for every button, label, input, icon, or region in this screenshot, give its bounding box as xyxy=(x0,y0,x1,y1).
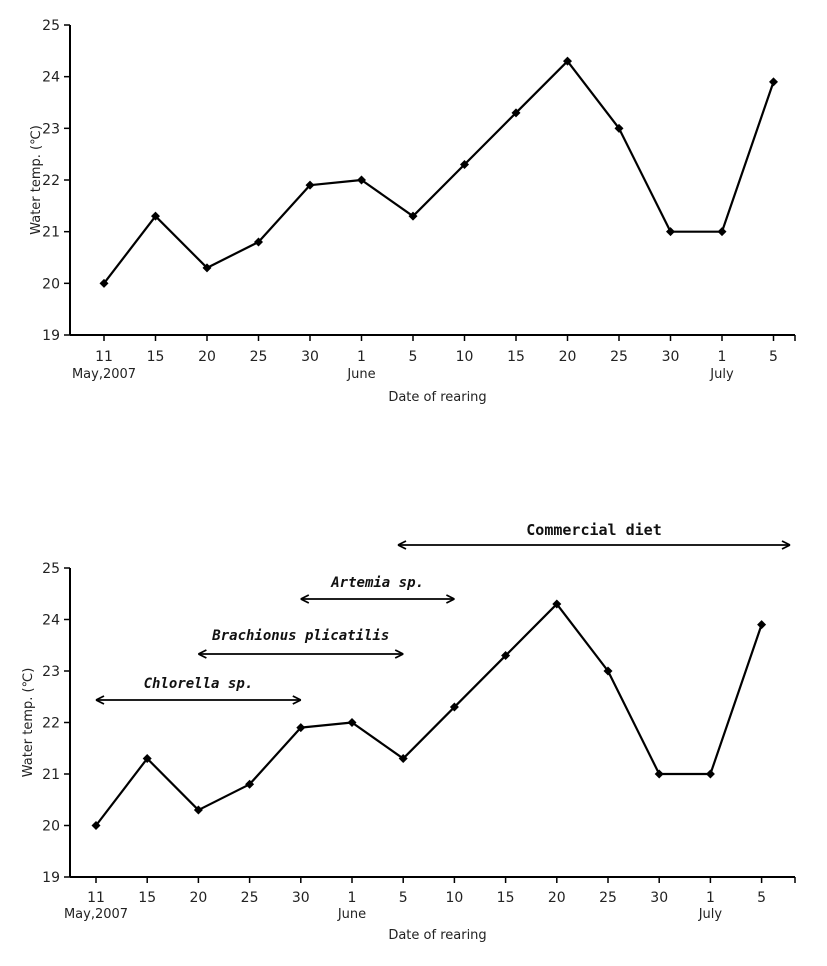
x-tick-label: 15 xyxy=(138,890,156,906)
data-point xyxy=(552,599,562,609)
y-tick-label: 25 xyxy=(42,18,60,34)
feeding-period-label: Commercial diet xyxy=(526,521,661,539)
y-tick-label: 21 xyxy=(42,225,60,241)
data-point xyxy=(449,702,459,712)
feeding-period-arrow-right xyxy=(781,540,791,550)
x-tick-label: 5 xyxy=(757,890,766,906)
series-line xyxy=(103,60,775,285)
data-point xyxy=(91,821,101,830)
x-month-label: July xyxy=(709,367,734,382)
feeding-period-arrow-right xyxy=(394,649,404,659)
x-tick-label: 1 xyxy=(348,890,357,906)
x-month-label: May,2007 xyxy=(72,367,136,382)
data-point xyxy=(357,175,366,185)
data-point xyxy=(717,227,727,237)
y-tick-label: 20 xyxy=(42,276,60,292)
data-point xyxy=(705,769,715,779)
y-tick-label: 22 xyxy=(42,716,60,732)
data-point xyxy=(305,180,315,190)
x-tick-label: 20 xyxy=(548,890,566,906)
y-tick-label: 22 xyxy=(42,173,60,189)
x-tick-label: 25 xyxy=(599,890,617,906)
x-tick-label: 15 xyxy=(497,890,515,906)
x-tick-label: 25 xyxy=(610,349,628,365)
feeding-period-arrow-right xyxy=(445,594,455,604)
feeding-period-arrow-left xyxy=(197,649,207,659)
y-tick-label: 23 xyxy=(42,121,60,137)
x-tick-label: 30 xyxy=(650,890,668,906)
x-tick-label: 10 xyxy=(445,890,463,906)
feeding-period-arrow-left xyxy=(300,594,310,604)
x-tick-label: 15 xyxy=(507,349,525,365)
x-axis-title: Date of rearing xyxy=(388,928,486,943)
data-point xyxy=(614,123,624,133)
data-point xyxy=(666,227,675,237)
x-tick-label: 11 xyxy=(87,890,105,906)
x-tick-label: 1 xyxy=(718,349,727,365)
x-tick-label: 10 xyxy=(456,349,474,365)
data-point xyxy=(193,805,203,815)
y-tick-label: 25 xyxy=(42,561,60,577)
x-month-label: June xyxy=(337,907,366,922)
data-point xyxy=(254,237,263,247)
data-point xyxy=(511,108,521,118)
y-tick-label: 20 xyxy=(42,819,60,835)
x-tick-label: 1 xyxy=(357,349,366,365)
feeding-period-label: Artemia sp. xyxy=(330,575,424,591)
data-point xyxy=(408,211,418,221)
y-tick-label: 23 xyxy=(42,664,60,680)
data-point xyxy=(245,779,255,789)
data-point xyxy=(99,278,109,288)
data-point xyxy=(460,160,469,169)
x-axis-title: Date of rearing xyxy=(388,390,486,405)
y-tick-label: 24 xyxy=(42,70,60,86)
x-month-label: July xyxy=(698,907,723,922)
x-tick-label: 20 xyxy=(559,349,577,365)
x-tick-label: 11 xyxy=(95,349,113,365)
feeding-period-arrow-right xyxy=(292,695,302,705)
data-point xyxy=(347,718,357,727)
x-tick-label: 30 xyxy=(662,349,680,365)
x-month-label: May,2007 xyxy=(64,907,128,922)
x-tick-label: 20 xyxy=(189,890,207,906)
data-point xyxy=(142,754,152,764)
x-tick-label: 25 xyxy=(250,349,268,365)
y-tick-label: 19 xyxy=(42,328,60,344)
x-tick-label: 1 xyxy=(706,890,715,906)
feeding-period-label: Brachionus plicatilis xyxy=(211,628,389,644)
data-point xyxy=(202,263,212,273)
x-tick-label: 5 xyxy=(399,890,408,906)
data-point xyxy=(296,723,306,733)
x-tick-label: 5 xyxy=(409,349,418,365)
y-axis-title: Water temp. (℃) xyxy=(21,668,36,778)
x-tick-label: 30 xyxy=(292,890,310,906)
data-point xyxy=(398,754,408,764)
data-point xyxy=(151,211,160,221)
data-point xyxy=(654,769,664,779)
data-point xyxy=(563,56,572,66)
data-point xyxy=(757,620,767,630)
data-point xyxy=(501,651,511,661)
x-tick-label: 20 xyxy=(198,349,216,365)
series-line xyxy=(95,602,763,827)
y-tick-label: 19 xyxy=(42,870,60,886)
x-tick-label: 25 xyxy=(241,890,259,906)
data-point xyxy=(769,77,778,87)
y-tick-label: 24 xyxy=(42,613,60,629)
x-tick-label: 15 xyxy=(147,349,165,365)
feeding-period-arrow-left xyxy=(95,695,105,705)
data-point xyxy=(603,666,613,676)
y-axis-title: Water temp. (℃) xyxy=(29,125,44,235)
feeding-period-label: Chlorella sp. xyxy=(144,676,254,692)
x-tick-label: 30 xyxy=(301,349,319,365)
feeding-period-arrow-left xyxy=(397,540,407,550)
x-month-label: June xyxy=(346,367,375,382)
y-tick-label: 21 xyxy=(42,767,60,783)
x-tick-label: 5 xyxy=(769,349,778,365)
